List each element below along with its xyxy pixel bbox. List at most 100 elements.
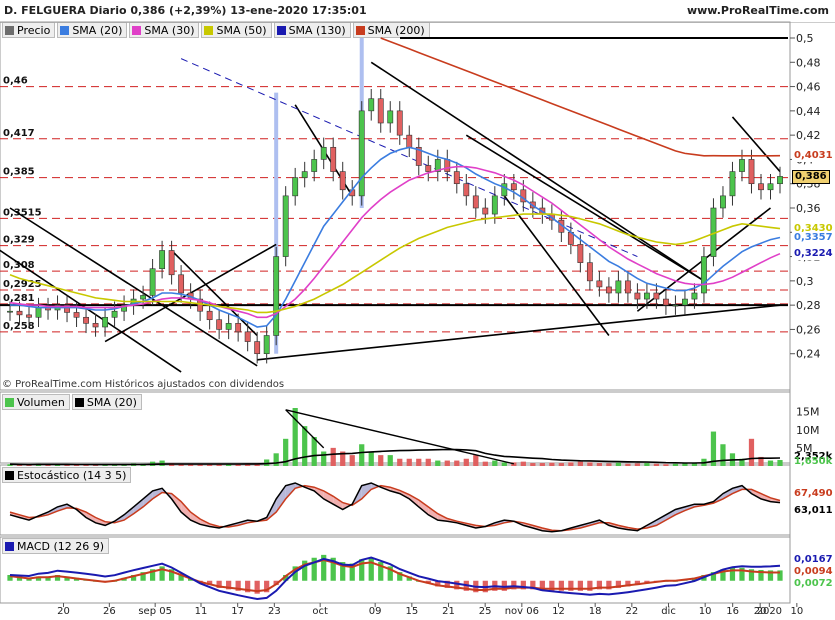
macd-hist-bar <box>245 580 251 593</box>
x-tick-label: 2020 <box>757 606 782 617</box>
volume-bar <box>577 461 583 466</box>
legend-label: SMA (50) <box>216 23 267 37</box>
sma130-line <box>180 58 638 258</box>
volume-bar <box>644 463 650 466</box>
stoch-fill <box>390 487 400 494</box>
x-tick-label: 21 <box>442 606 455 617</box>
macd-hist-bar <box>73 577 80 581</box>
volume-y-label: 15M <box>796 406 820 419</box>
candle <box>586 262 593 282</box>
macd-hist-bar <box>672 580 679 582</box>
stoch-fill <box>48 506 58 515</box>
candle <box>311 159 318 172</box>
volume-bar <box>397 458 403 466</box>
x-tick-label: 12 <box>552 606 565 617</box>
stoch-fill <box>542 528 552 532</box>
legend-sma50[interactable]: SMA (50) <box>201 22 272 38</box>
event-highlight <box>274 92 279 354</box>
x-tick-label: 23 <box>268 606 281 617</box>
candle <box>282 195 289 257</box>
macd-hist-bar <box>111 580 118 582</box>
legend-sma130[interactable]: SMA (130) <box>273 22 351 38</box>
candle <box>663 298 669 306</box>
candle <box>263 335 270 355</box>
macd-hist-bar <box>216 580 222 588</box>
stoch-fill <box>114 514 125 523</box>
legend-sma20[interactable]: SMA (20) <box>57 22 128 38</box>
volume-bar <box>625 463 631 466</box>
macd-hist-bar <box>577 580 583 591</box>
level-label: 0,417 <box>3 128 35 139</box>
candle <box>206 310 213 321</box>
macd-hist-bar <box>406 576 412 581</box>
stoch-fill <box>352 485 362 506</box>
stoch-fill <box>399 490 410 499</box>
macd-hist-bar <box>45 576 51 581</box>
stoch-fill <box>475 525 486 529</box>
stoch-fill <box>494 520 505 526</box>
candle <box>453 171 460 185</box>
stoch-fill <box>371 483 381 490</box>
candle <box>83 316 89 324</box>
legend-sma30[interactable]: SMA (30) <box>129 22 200 38</box>
y-tick-label: 0,24 <box>796 348 821 361</box>
macd-hist-bar <box>397 572 403 581</box>
legend-macd[interactable]: MACD (12 26 9) <box>2 538 110 554</box>
legend-sma200[interactable]: SMA (200) <box>352 22 430 38</box>
macd-hist-bar <box>682 579 688 581</box>
candle <box>26 314 32 318</box>
candle <box>54 304 61 311</box>
candle <box>615 280 622 294</box>
volume-bar <box>748 438 755 466</box>
trend-line <box>503 195 610 336</box>
stoch-fill <box>228 522 239 527</box>
legend-precio[interactable]: Precio <box>2 22 56 38</box>
legend-label: SMA (130) <box>288 23 346 37</box>
site-link[interactable]: www.ProRealTime.com <box>686 4 829 17</box>
macd-hist-bar <box>149 569 156 581</box>
candle <box>377 98 384 124</box>
x-tick-label: 18 <box>589 606 602 617</box>
legend-swatch <box>5 25 14 35</box>
macd-hist-bar <box>701 575 707 581</box>
legend-swatch <box>355 25 365 35</box>
candle <box>168 250 175 276</box>
macd-hist-bar <box>473 580 479 593</box>
y-tick-label: 0,48 <box>796 56 821 69</box>
macd-hist-bar <box>378 562 384 581</box>
volume-bar <box>710 431 717 466</box>
candle <box>577 244 584 263</box>
macd-hist-bar <box>159 566 165 581</box>
candle <box>149 268 156 296</box>
macd-hist-bar <box>35 576 42 581</box>
volume-bar <box>463 458 469 466</box>
sma30-line <box>9 165 781 319</box>
macd-hist-bar <box>340 562 346 581</box>
level-label: 0,385 <box>3 167 35 178</box>
volume-bar <box>501 462 507 466</box>
candle <box>130 298 137 306</box>
stoch-k-line <box>9 482 781 533</box>
legend-stochastic[interactable]: Estocástico (14 3 5) <box>2 467 132 483</box>
macd-hist-bar <box>349 563 355 581</box>
candle <box>406 134 413 148</box>
macd-hist-bar <box>121 577 127 581</box>
candle <box>653 292 660 300</box>
volume-bar <box>254 463 260 466</box>
x-tick-label: 16 <box>726 606 739 617</box>
stoch-fill <box>162 488 172 499</box>
stoch-fill <box>304 485 315 491</box>
stoch-fill <box>124 506 134 521</box>
stoch-fill <box>713 493 723 504</box>
macd-line <box>9 556 781 601</box>
y-tick-label: 0,36 <box>796 202 821 215</box>
legend-volume-sma[interactable]: SMA (20) <box>71 394 142 410</box>
candle <box>672 304 679 307</box>
volume-bar <box>406 458 412 466</box>
legend-volume[interactable]: Volumen <box>2 394 70 410</box>
candle <box>244 331 251 342</box>
volume-bar <box>701 458 707 466</box>
stoch-fill <box>732 485 742 494</box>
candle <box>748 159 755 185</box>
macd-hist-bar <box>264 580 270 593</box>
